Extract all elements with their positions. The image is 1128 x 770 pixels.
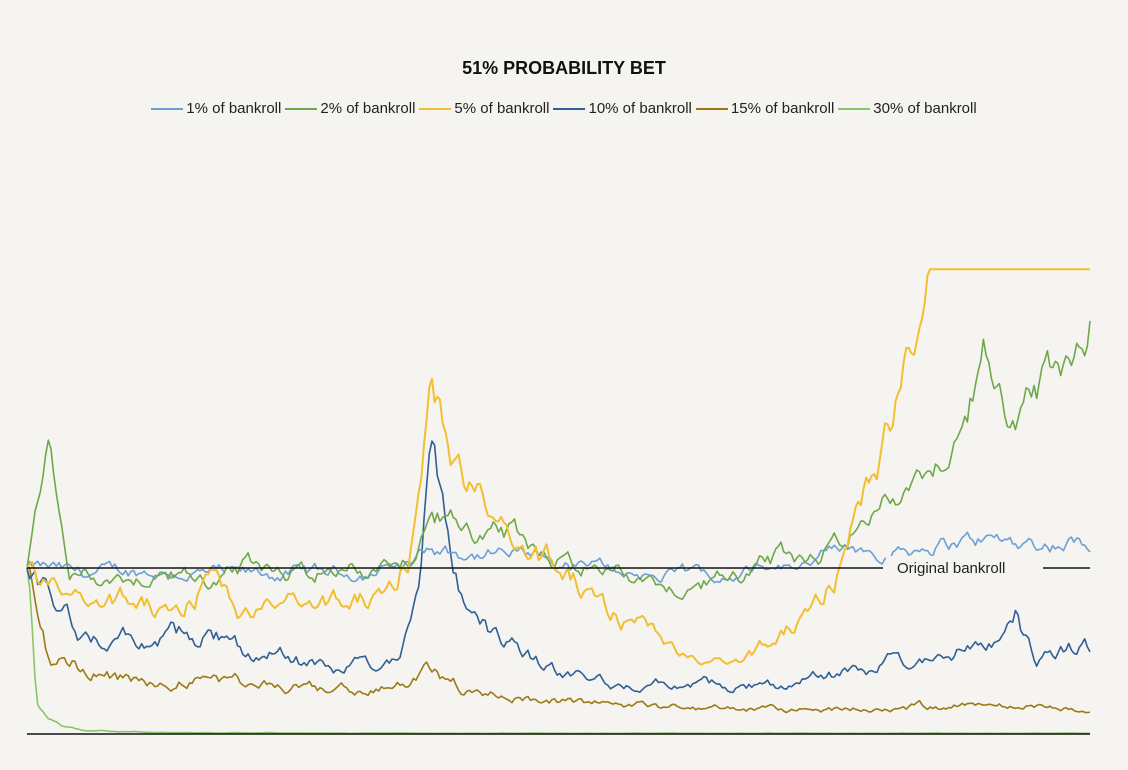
baseline-label: Original bankroll bbox=[897, 560, 1005, 577]
baseline-label-bg bbox=[886, 556, 1040, 578]
legend-item: 30% of bankroll bbox=[838, 100, 977, 117]
legend-label: 2% of bankroll bbox=[320, 100, 416, 117]
legend-swatch bbox=[151, 107, 184, 110]
legend-label: 5% of bankroll bbox=[454, 100, 550, 117]
legend-item: 1% of bankroll bbox=[151, 100, 281, 117]
legend-label: 15% of bankroll bbox=[730, 100, 835, 117]
legend-label: 1% of bankroll bbox=[186, 100, 282, 117]
legend-swatch bbox=[285, 107, 318, 110]
legend: 1% of bankroll 2% of bankroll 5% of bankro… bbox=[0, 100, 1128, 117]
series-line-10-of-bankroll bbox=[26, 440, 1091, 694]
legend-label: 10% of bankroll bbox=[588, 100, 692, 117]
series-line-5-of-bankroll bbox=[26, 268, 1090, 666]
legend-swatch bbox=[695, 107, 728, 110]
legend-swatch bbox=[838, 107, 871, 110]
legend-label: 30% of bankroll bbox=[873, 100, 977, 117]
legend-item: 10% of bankroll bbox=[553, 100, 692, 117]
legend-swatch bbox=[553, 107, 586, 110]
series-line-30-of-bankroll bbox=[26, 567, 1090, 735]
legend-swatch bbox=[419, 107, 452, 110]
legend-item: 2% of bankroll bbox=[285, 100, 415, 117]
chart-title: 51% PROBABILITY BET bbox=[462, 58, 666, 78]
series-line-2-of-bankroll bbox=[26, 320, 1091, 601]
legend-item: 5% of bankroll bbox=[419, 100, 549, 117]
legend-item: 15% of bankroll bbox=[695, 100, 835, 117]
series-line-15-of-bankroll bbox=[26, 566, 1091, 714]
